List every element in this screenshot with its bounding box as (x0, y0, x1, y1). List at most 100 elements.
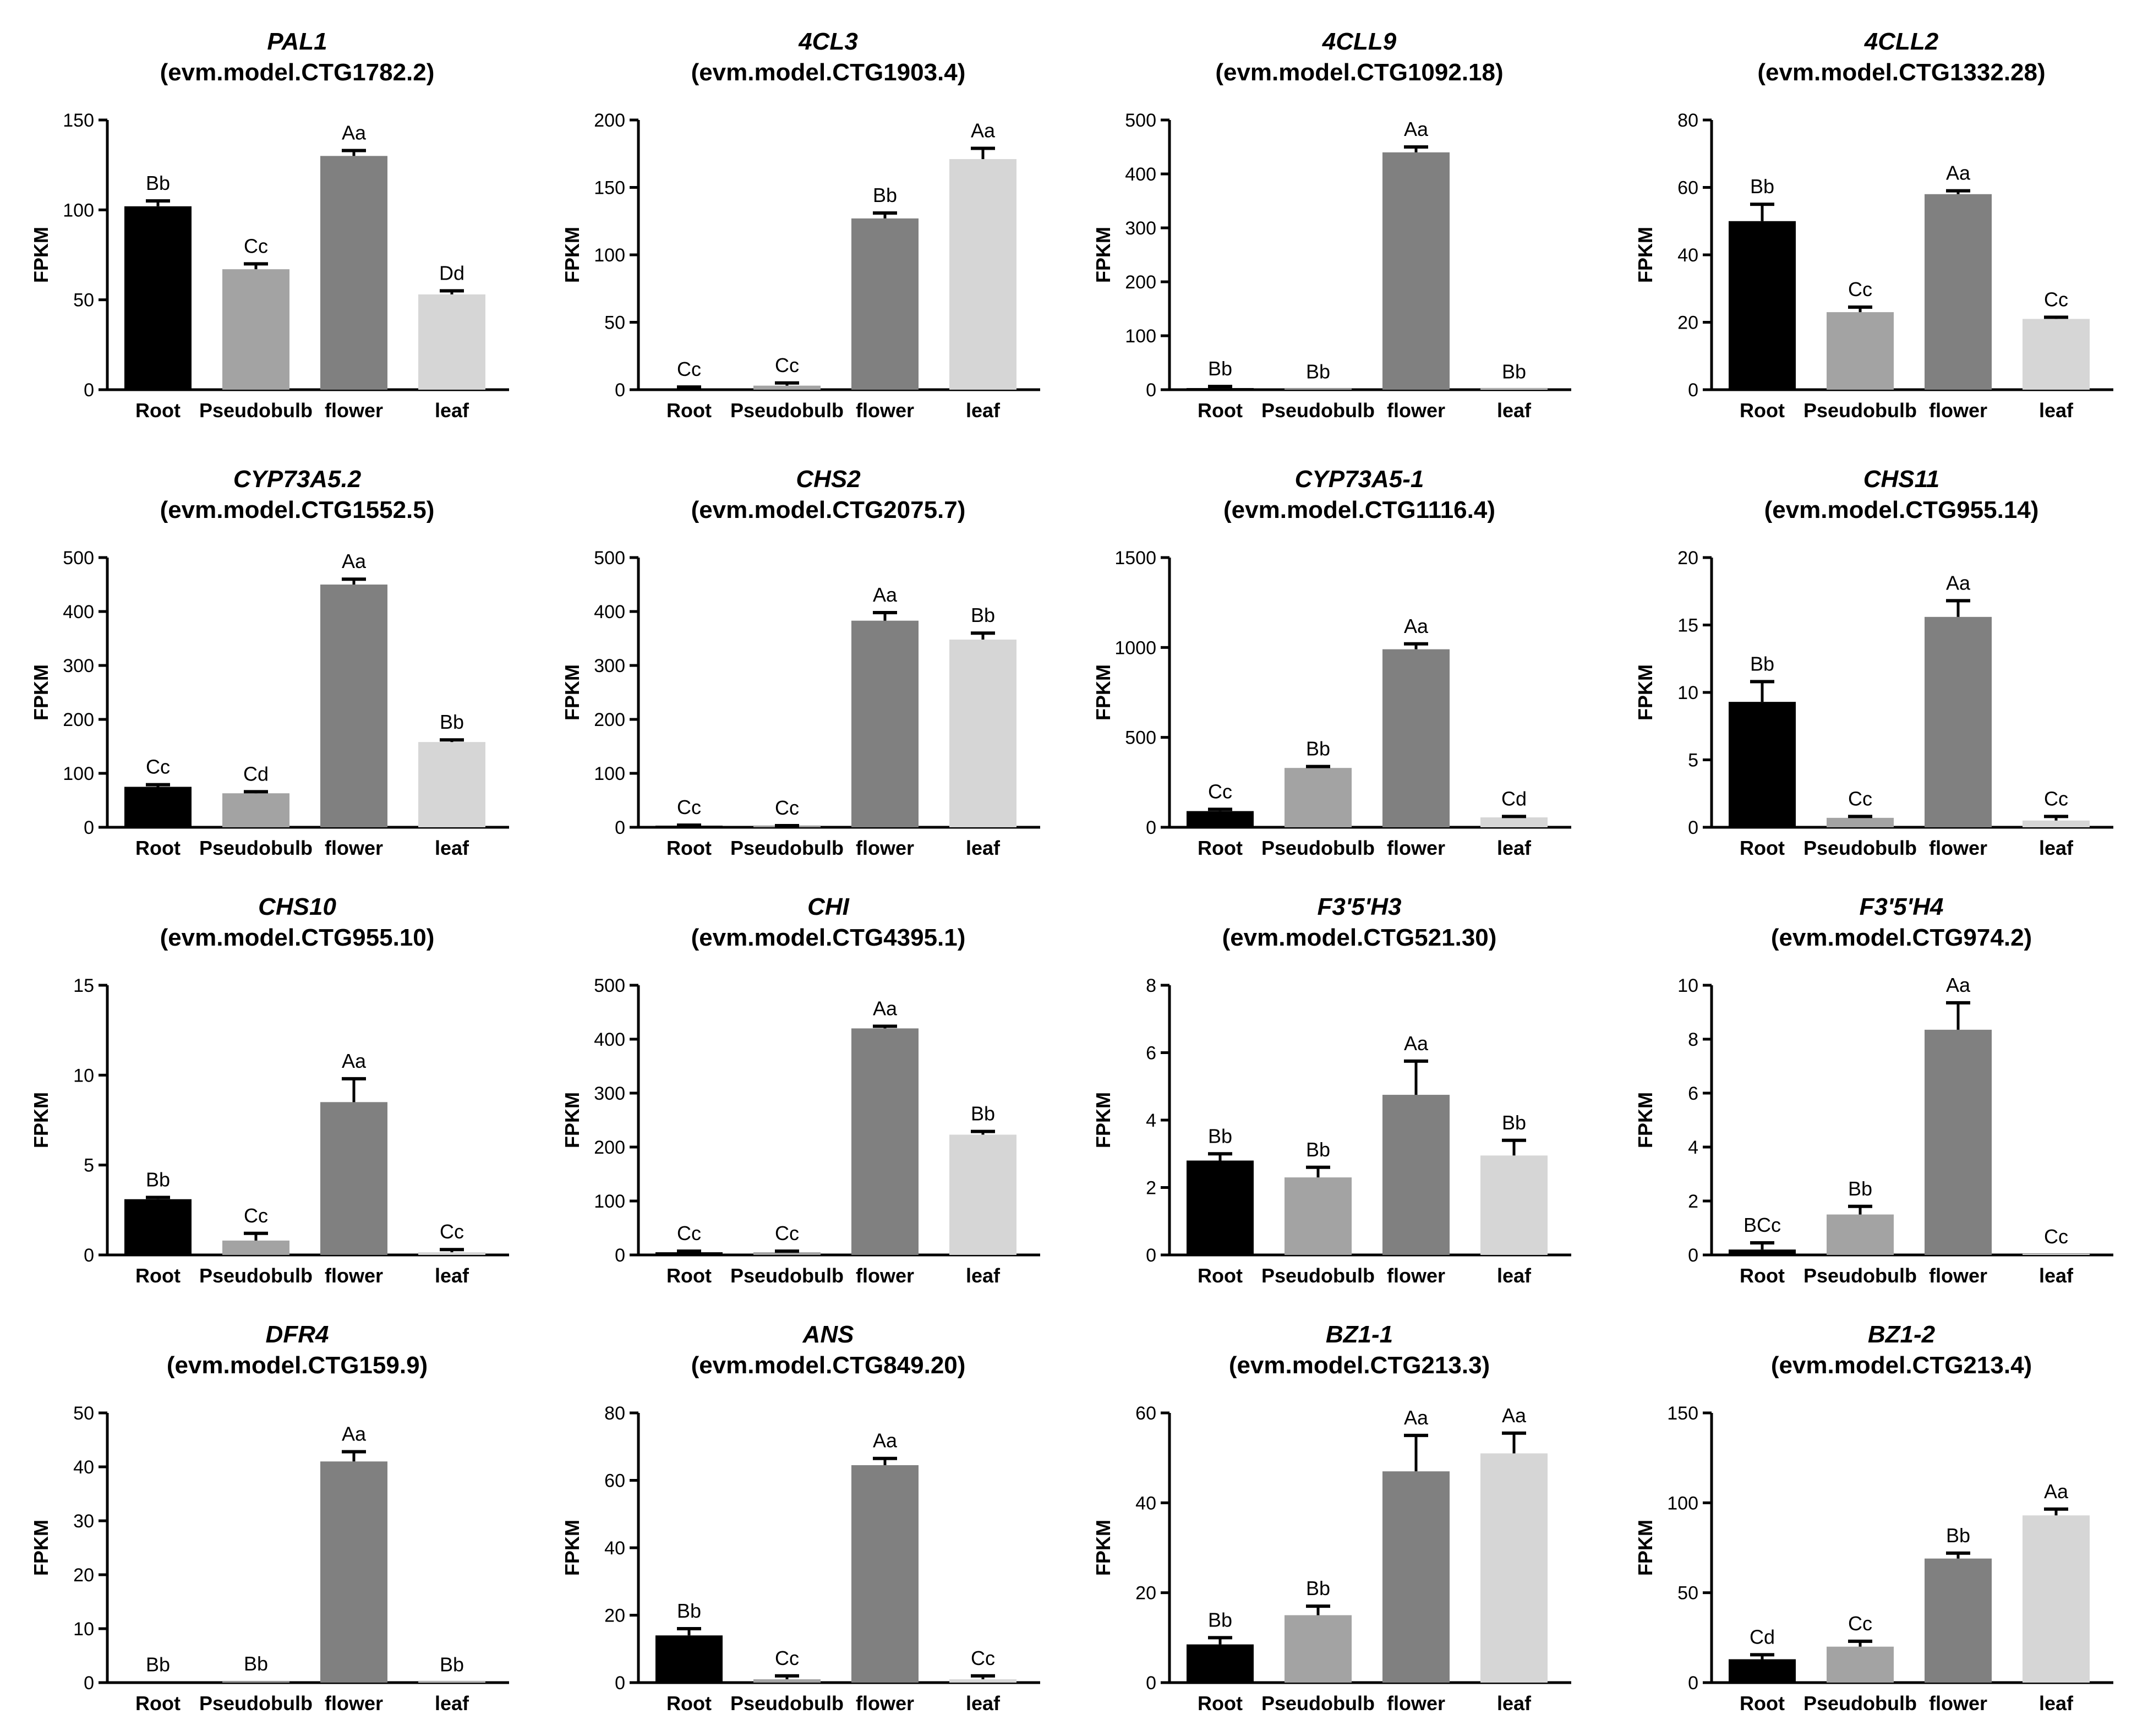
chart-model-title: (evm.model.CTG955.14) (1764, 496, 2039, 523)
bar-pseudobulb (1285, 389, 1352, 390)
x-tick-label: Pseudobulb (199, 837, 313, 859)
significance-label: Cc (971, 1647, 995, 1669)
y-tick-label: 500 (1125, 728, 1156, 749)
bar-leaf (1480, 389, 1548, 390)
significance-label: Cd (1750, 1625, 1775, 1648)
significance-label: Cc (775, 796, 799, 819)
y-tick-label: 0 (1688, 817, 1698, 838)
significance-label: Bb (1208, 357, 1232, 380)
y-tick-label: 10 (73, 1065, 94, 1086)
y-tick-label: 1500 (1114, 548, 1156, 569)
y-tick-label: 80 (1677, 110, 1698, 131)
bar-leaf (949, 639, 1016, 827)
bar-leaf (418, 1682, 485, 1683)
x-tick-label: flower (1387, 399, 1445, 422)
y-tick-label: 40 (73, 1457, 94, 1478)
significance-label: Bb (1502, 1111, 1526, 1134)
chart-gene-title: F3'5'H3 (1318, 893, 1402, 920)
significance-label: Aa (873, 997, 898, 1019)
bar-pseudobulb (222, 793, 289, 827)
y-tick-label: 10 (73, 1619, 94, 1640)
x-tick-label: leaf (435, 1264, 469, 1287)
x-tick-label: leaf (1497, 1692, 1532, 1715)
bar-leaf (1480, 1453, 1548, 1683)
y-tick-label: 0 (84, 1245, 94, 1266)
x-tick-label: leaf (1497, 1264, 1532, 1287)
significance-label: Cc (440, 1220, 464, 1243)
significance-label: Bb (1306, 1138, 1330, 1161)
chart-gene-title: 4CL3 (798, 28, 858, 55)
x-tick-label: flower (1929, 837, 1987, 859)
chart-model-title: (evm.model.CTG2075.7) (691, 496, 966, 523)
x-tick-label: Root (135, 1692, 181, 1715)
y-axis-label: FPKM (30, 664, 52, 720)
y-axis-label: FPKM (30, 1092, 52, 1148)
x-tick-label: Root (666, 1264, 712, 1287)
x-tick-label: Pseudobulb (1261, 399, 1375, 422)
significance-label: Aa (1946, 974, 1971, 996)
significance-label: Bb (440, 711, 464, 733)
y-tick-label: 100 (594, 763, 625, 784)
chart-gene-title: 4CLL2 (1864, 28, 1939, 55)
chart-gene-title: ANS (802, 1321, 854, 1348)
chart-gene-title: BZ1-1 (1326, 1321, 1393, 1348)
y-tick-label: 100 (1667, 1493, 1698, 1514)
y-tick-label: 50 (73, 290, 94, 311)
chart-panel-16: BZ1-2 (evm.model.CTG213.4) FPKM 0 50 100 150 Cd… (1634, 1321, 2113, 1715)
x-tick-label: Root (1740, 399, 1785, 422)
significance-label: Aa (873, 583, 898, 606)
chart-panel-5: CYP73A5.2 (evm.model.CTG1552.5) FPKM 0 100 20… (30, 466, 509, 859)
x-tick-label: Pseudobulb (730, 837, 844, 859)
y-tick-label: 500 (594, 975, 625, 996)
y-tick-label: 80 (604, 1403, 625, 1424)
significance-label: Aa (1502, 1404, 1527, 1427)
y-axis-label: FPKM (30, 1520, 52, 1576)
bar-pseudobulb (1827, 1214, 1894, 1255)
significance-label: Cc (2044, 787, 2068, 810)
x-tick-label: leaf (966, 399, 1001, 422)
chart-gene-title: 4CLL9 (1322, 28, 1397, 55)
chart-gene-title: PAL1 (267, 28, 327, 55)
y-tick-label: 200 (594, 709, 625, 730)
y-tick-label: 200 (63, 709, 94, 730)
significance-label: Bb (146, 1653, 170, 1676)
significance-label: Cc (244, 1204, 268, 1227)
chart-panel-11: F3'5'H3 (evm.model.CTG521.30) FPKM 0 2 4 6 8 Bb R… (1092, 893, 1571, 1287)
y-axis-label: FPKM (1634, 664, 1657, 720)
y-tick-label: 150 (63, 110, 94, 131)
chart-gene-title: CHS10 (258, 893, 336, 920)
y-tick-label: 30 (73, 1511, 94, 1532)
chart-panel-1: PAL1 (evm.model.CTG1782.2) FPKM 0 50 100 150 Bb… (30, 28, 509, 422)
y-tick-label: 0 (1146, 380, 1156, 401)
x-tick-label: Root (1740, 837, 1785, 859)
bar-root (124, 1682, 192, 1683)
significance-label: Cc (1848, 787, 1872, 810)
significance-label: Bb (244, 1652, 268, 1675)
y-tick-label: 5 (1688, 750, 1698, 771)
y-tick-label: 500 (594, 548, 625, 569)
significance-label: Aa (971, 119, 996, 141)
y-tick-label: 40 (1677, 245, 1698, 266)
y-tick-label: 20 (1135, 1583, 1156, 1604)
y-tick-label: 0 (84, 817, 94, 838)
chart-panel-3: 4CLL9 (evm.model.CTG1092.18) FPKM 0 100 200 30… (1092, 28, 1571, 422)
bar-flower (851, 1028, 919, 1255)
significance-label: Bb (1502, 361, 1526, 383)
significance-label: Bb (1750, 652, 1774, 675)
chart-panel-10: CHI (evm.model.CTG4395.1) FPKM 0 100 200 300 40… (561, 893, 1040, 1287)
x-tick-label: leaf (2039, 837, 2074, 859)
y-tick-label: 20 (73, 1565, 94, 1586)
y-tick-label: 150 (1667, 1403, 1698, 1424)
significance-label: Bb (146, 1168, 170, 1191)
y-tick-label: 60 (1677, 178, 1698, 199)
y-tick-label: 0 (615, 817, 625, 838)
significance-label: Cd (243, 762, 269, 785)
bar-flower (320, 1461, 387, 1683)
chart-model-title: (evm.model.CTG4395.1) (691, 924, 966, 951)
significance-label: Aa (1404, 615, 1429, 637)
y-tick-label: 200 (594, 110, 625, 131)
chart-panel-6: CHS2 (evm.model.CTG2075.7) FPKM 0 100 200 300 4… (561, 466, 1040, 859)
bar-root (1729, 221, 1796, 390)
chart-gene-title: CHI (807, 893, 850, 920)
x-tick-label: flower (1929, 1692, 1987, 1715)
